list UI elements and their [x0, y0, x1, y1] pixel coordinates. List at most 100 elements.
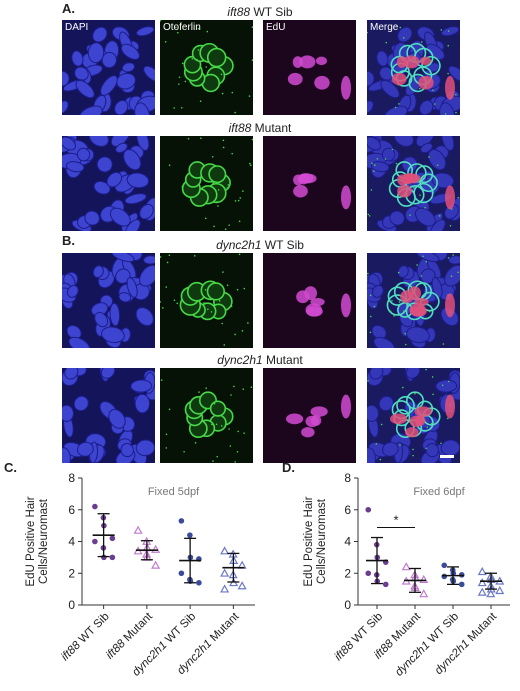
data-point — [151, 544, 161, 553]
nucleus — [371, 284, 384, 298]
nucleus — [84, 210, 100, 226]
speckle — [391, 148, 394, 151]
edu-nucleus — [299, 55, 316, 69]
speckle — [160, 20, 162, 22]
data-point — [419, 574, 429, 583]
nucleus — [92, 265, 104, 278]
speckle — [242, 190, 244, 192]
panel-label: C. — [4, 460, 17, 475]
speckle — [444, 113, 447, 115]
speckle — [447, 30, 450, 32]
nucleus — [96, 156, 113, 173]
y-tick-label: 2 — [68, 566, 75, 580]
speckle — [180, 106, 183, 109]
speckle — [176, 302, 179, 305]
speckle — [379, 458, 382, 461]
nucleus — [143, 255, 155, 265]
edu-nucleus — [341, 185, 351, 210]
nucleus — [118, 292, 132, 303]
nucleus — [73, 395, 89, 412]
nucleus — [66, 324, 82, 340]
speckle — [455, 111, 457, 114]
speckle — [168, 164, 171, 167]
speckle — [234, 333, 236, 336]
data-point — [477, 578, 487, 587]
nucleus — [373, 336, 396, 348]
category-rest: Mutant — [206, 610, 242, 646]
micrograph — [160, 136, 253, 231]
micrograph: EdU — [263, 20, 356, 115]
category-rest: WT Sib — [74, 611, 111, 648]
speckle — [433, 103, 436, 105]
speckle — [228, 224, 231, 226]
y-tick-label: 4 — [344, 535, 351, 549]
hair-cell — [206, 282, 225, 301]
edu-nucleus — [310, 415, 322, 426]
speckle — [369, 294, 372, 297]
hair-cell — [208, 165, 227, 184]
nucleus — [397, 265, 409, 278]
speckle — [446, 417, 449, 420]
nucleus — [79, 105, 103, 115]
speckle — [164, 41, 167, 43]
nucleus — [62, 100, 69, 115]
edu-nucleus — [445, 394, 455, 419]
speckle — [395, 162, 398, 165]
speckle — [247, 322, 249, 324]
edu-nucleus — [445, 75, 455, 100]
speckle — [414, 392, 416, 395]
y-tick-label: 6 — [68, 503, 75, 517]
chart-title: Fixed 5dpf — [148, 486, 200, 498]
nucleus — [406, 326, 430, 344]
edu-nucleus — [293, 184, 308, 198]
edu-nucleus — [396, 56, 407, 68]
nucleus — [126, 172, 150, 189]
nucleus — [124, 193, 147, 205]
speckle — [168, 408, 171, 411]
edu-nucleus — [445, 185, 455, 210]
nucleus — [378, 395, 394, 412]
y-label-line: Cells/Neuromast — [38, 498, 50, 584]
gene-name: dync2h1 — [130, 639, 169, 678]
speckle — [367, 272, 369, 275]
gene-name: dync2h1 — [217, 353, 262, 367]
nucleus — [367, 447, 376, 463]
speckle — [250, 386, 253, 389]
data-point — [401, 562, 411, 571]
gene-name: ift88 — [227, 5, 250, 19]
speckle — [210, 311, 213, 313]
micrograph — [62, 368, 155, 463]
nucleus — [106, 171, 123, 188]
nucleus — [92, 26, 108, 43]
nucleus — [416, 253, 440, 263]
speckle — [393, 315, 395, 317]
data-point — [109, 554, 116, 561]
nucleus — [115, 142, 128, 154]
nucleus — [381, 147, 396, 162]
data-point — [151, 560, 161, 569]
micrograph — [160, 368, 253, 463]
edu-nucleus — [397, 184, 412, 198]
speckle — [222, 146, 225, 149]
edu-nucleus — [301, 427, 315, 438]
edu-nucleus — [341, 293, 351, 318]
nucleus — [134, 393, 151, 414]
speckle — [373, 170, 375, 172]
edu-nucleus — [341, 75, 351, 100]
speckle — [367, 379, 369, 382]
edu-nucleus — [419, 56, 431, 66]
hair-cell — [415, 165, 434, 184]
nucleus — [123, 149, 142, 171]
nucleus — [134, 102, 151, 115]
hair-cell — [405, 391, 424, 410]
speckle — [374, 164, 376, 166]
speckle — [389, 310, 392, 313]
micrograph — [263, 368, 356, 463]
speckle — [181, 62, 184, 65]
row-title: dync2h1 WT Sib — [216, 238, 304, 252]
nucleus — [93, 180, 111, 195]
edu-nucleus — [414, 415, 426, 426]
speckle — [196, 58, 198, 61]
data-point — [458, 581, 465, 588]
speckle — [236, 451, 239, 453]
